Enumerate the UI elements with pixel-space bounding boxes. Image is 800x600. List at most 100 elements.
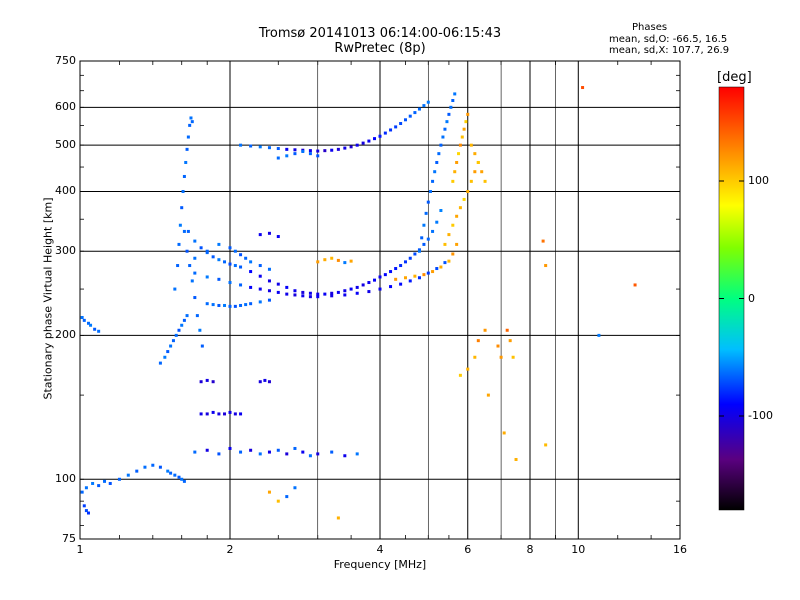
data-point xyxy=(190,120,194,124)
data-point xyxy=(205,302,209,306)
data-point xyxy=(293,293,297,297)
data-point xyxy=(422,273,426,277)
data-point xyxy=(473,170,477,174)
data-point xyxy=(308,295,312,299)
data-point xyxy=(184,160,188,164)
colorbar-label: [deg] xyxy=(717,70,752,85)
data-point xyxy=(426,100,430,104)
data-point xyxy=(86,321,90,325)
data-point xyxy=(267,490,271,494)
colorbar-ticks xyxy=(719,180,744,417)
x-tick-label: 4 xyxy=(376,543,384,556)
data-point xyxy=(97,329,101,333)
data-point xyxy=(193,239,197,243)
data-point xyxy=(462,197,466,201)
colorbar-tick-label: 0 xyxy=(748,291,755,305)
data-point xyxy=(431,179,435,183)
data-point xyxy=(437,152,441,156)
data-point xyxy=(308,149,312,153)
data-point xyxy=(343,261,347,265)
data-point xyxy=(228,262,232,266)
data-point xyxy=(217,412,221,416)
data-point xyxy=(173,473,177,477)
data-point xyxy=(367,139,371,143)
data-point xyxy=(633,283,637,287)
data-point xyxy=(428,189,432,193)
data-point xyxy=(186,229,190,233)
data-point xyxy=(171,339,175,343)
data-point xyxy=(323,149,327,153)
data-point xyxy=(466,112,470,116)
data-point xyxy=(249,270,253,274)
data-point xyxy=(276,499,280,503)
data-point xyxy=(205,378,209,382)
data-point xyxy=(166,469,170,473)
y-tick-label: 600 xyxy=(55,100,76,114)
data-point xyxy=(177,242,181,246)
data-point xyxy=(174,333,178,337)
data-point xyxy=(276,448,280,452)
data-point xyxy=(308,152,312,156)
data-point xyxy=(383,273,387,277)
axis-ticks xyxy=(80,61,680,539)
data-point xyxy=(439,209,443,213)
data-point xyxy=(301,149,305,153)
data-point xyxy=(514,457,518,461)
data-point xyxy=(499,355,503,359)
data-point xyxy=(233,412,237,416)
data-point xyxy=(211,255,215,259)
data-point xyxy=(544,443,548,447)
data-point xyxy=(258,264,262,268)
data-point xyxy=(399,282,403,286)
data-point xyxy=(483,328,487,332)
data-point xyxy=(228,304,232,308)
data-point xyxy=(169,471,173,475)
data-point xyxy=(464,120,468,124)
data-point xyxy=(447,259,451,263)
data-point xyxy=(349,287,353,291)
data-point xyxy=(443,242,447,246)
data-point xyxy=(217,277,221,281)
data-point xyxy=(301,294,305,298)
data-point xyxy=(80,490,84,494)
data-point xyxy=(403,118,407,122)
data-point xyxy=(198,328,202,332)
data-point xyxy=(239,143,243,147)
data-point xyxy=(228,246,232,250)
data-point xyxy=(483,179,487,183)
data-point xyxy=(373,137,377,141)
chart-subtitle: RwPretec (8p) xyxy=(334,41,426,56)
data-point xyxy=(349,145,353,149)
data-point xyxy=(199,246,203,250)
data-point xyxy=(249,260,253,264)
data-point xyxy=(82,318,86,322)
data-point xyxy=(349,259,353,263)
data-point xyxy=(330,256,334,260)
data-point xyxy=(293,148,297,152)
data-point xyxy=(367,281,371,285)
data-point xyxy=(258,274,262,278)
y-tick-label: 300 xyxy=(55,244,76,258)
data-point xyxy=(435,160,439,164)
data-point xyxy=(91,481,95,485)
data-point xyxy=(316,292,320,296)
data-point xyxy=(135,469,139,473)
data-point xyxy=(189,116,193,120)
data-point xyxy=(89,323,93,327)
data-point xyxy=(293,446,297,450)
chart-title: Tromsø 20141013 06:14:00-06:15:43 xyxy=(258,26,502,41)
phases-line-o: mean, sd,O: -66.5, 16.5 xyxy=(609,34,728,45)
data-point xyxy=(193,256,197,260)
data-point xyxy=(293,152,297,156)
data-point xyxy=(417,276,421,280)
data-point xyxy=(223,303,227,307)
data-point xyxy=(355,143,359,147)
data-point xyxy=(433,170,437,174)
data-point xyxy=(205,448,209,452)
data-point xyxy=(449,105,453,109)
data-point xyxy=(301,450,305,454)
data-point xyxy=(185,314,189,318)
data-point xyxy=(447,112,451,116)
data-point xyxy=(343,146,347,150)
data-point xyxy=(544,264,548,268)
